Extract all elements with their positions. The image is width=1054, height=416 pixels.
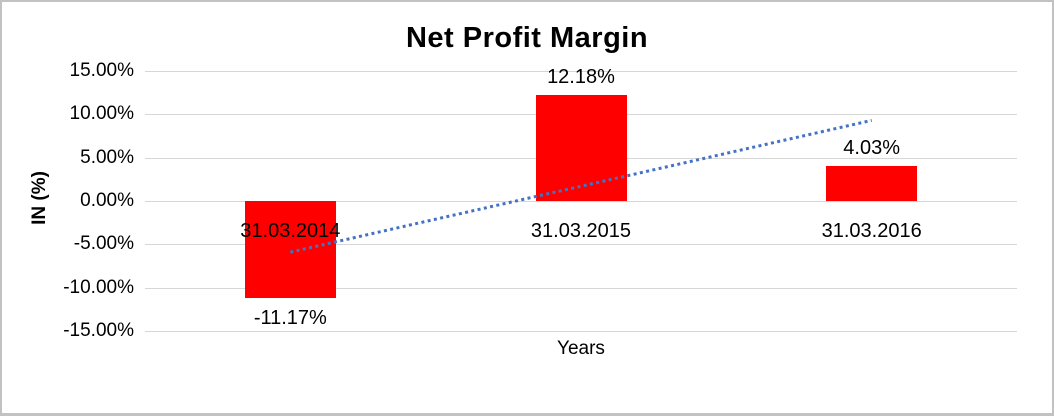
data-label: -11.17% (253, 306, 327, 329)
bar (244, 201, 336, 298)
y-axis-tick-label: -15.00% (63, 320, 134, 341)
gridline (145, 331, 1017, 332)
x-axis-category-label: 31.03.2015 (530, 220, 632, 242)
chart-title: Net Profit Margin (405, 22, 649, 54)
y-axis-tick-label: 10.00% (69, 103, 134, 125)
y-axis-tick-label: 15.00% (69, 60, 134, 81)
gridline (145, 71, 1017, 72)
x-axis-category-label: 31.03.2014 (240, 220, 341, 242)
y-axis-tick-label: -5.00% (73, 233, 134, 255)
x-axis-category-label: 31.03.2016 (821, 220, 922, 242)
data-label: 12.18% (547, 66, 615, 89)
bar (535, 95, 627, 201)
bar (826, 166, 918, 201)
y-axis-tick-label: 5.00% (80, 146, 134, 168)
y-axis-tick-label: -10.00% (63, 276, 134, 298)
x-axis-title: Years (557, 338, 605, 359)
y-axis-tick-label: 0.00% (80, 190, 134, 211)
gridline (145, 287, 1017, 289)
data-label: 4.03% (843, 137, 901, 160)
